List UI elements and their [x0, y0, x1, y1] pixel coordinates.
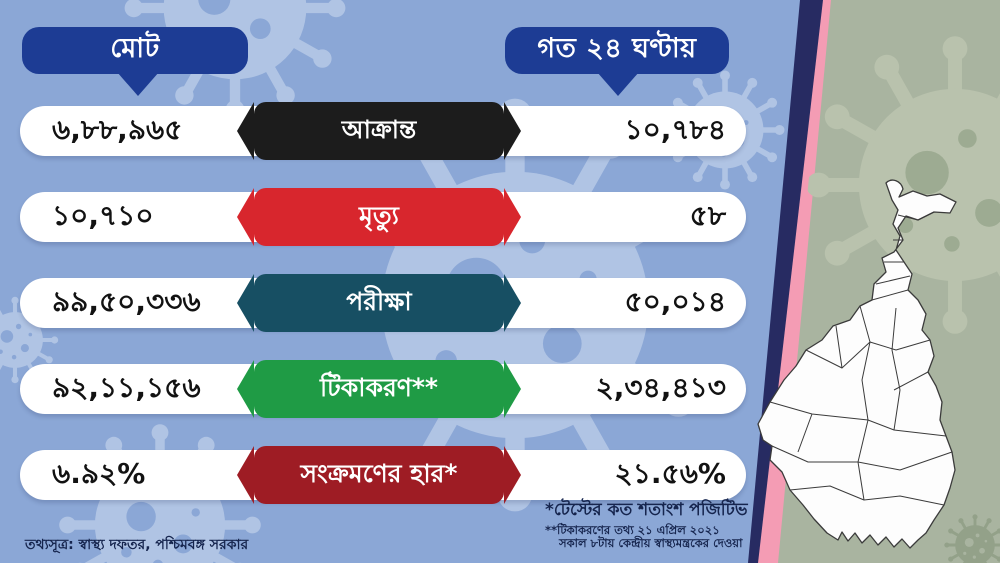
footnote-vaccine-date: **টিকাকরণের তথ্য ২১ এপ্রিল ২০২১ [545, 522, 720, 537]
header-pill-last24: গত ২৪ ঘণ্টায় [505, 27, 729, 96]
footnotes: *টেস্টের কত শতাংশ পজিটিভ **টিকাকরণের তথ্… [545, 500, 748, 550]
metric-label: টিকাকরণ** [319, 372, 439, 402]
stat-row-infected: ৬,৮৮,৯৬৫ ১০,৭৮৪ আক্রান্ত [0, 102, 1000, 160]
metric-ribbon: পরীক্ষা [237, 274, 521, 332]
total-value: ৬.৯২% [52, 456, 146, 490]
last24-value: ১০,৭৮৪ [624, 112, 726, 146]
stat-row-tests: ৯৯,৫০,৩৩৬ ৫০,০১৪ পরীক্ষা [0, 274, 1000, 332]
metric-label: সংক্রমণের হার* [300, 458, 458, 488]
stat-row-vaccination: ৯২,১১,১৫৬ ২,৩৪,৪১৩ টিকাকরণ** [0, 360, 1000, 418]
pill-tail [597, 72, 639, 96]
metric-ribbon: মৃত্যু [237, 188, 521, 246]
last24-value: ৫৮ [689, 198, 726, 232]
metric-label: পরীক্ষা [346, 286, 412, 316]
metric-ribbon: টিকাকরণ** [237, 360, 521, 418]
header-pill-total: মোট [22, 27, 248, 96]
last24-value: ২,৩৪,৪১৩ [595, 370, 726, 404]
total-value: ৯৯,৫০,৩৩৬ [52, 284, 201, 318]
metric-ribbon: সংক্রমণের হার* [237, 446, 521, 504]
west-bengal-map [757, 179, 957, 549]
stat-row-deaths: ১০,৭১০ ৫৮ মৃত্যু [0, 188, 1000, 246]
header-last24-label: গত ২৪ ঘণ্টায় [537, 33, 697, 64]
total-value: ৯২,১১,১৫৬ [52, 370, 201, 404]
metric-label: মৃত্যু [359, 200, 399, 230]
total-value: ৬,৮৮,৯৬৫ [52, 112, 183, 146]
total-value: ১০,৭১০ [52, 198, 154, 232]
data-source: তথ্যসূত্র: স্বাস্থ্য দফতর, পশ্চিমবঙ্গ সর… [25, 537, 249, 553]
stat-row-positivity: ৬.৯২% ২১.৫৬% সংক্রমণের হার* [0, 446, 1000, 504]
last24-value: ৫০,০১৪ [624, 284, 726, 318]
metric-ribbon: আক্রান্ত [237, 102, 521, 160]
footnote-positivity: *টেস্টের কত শতাংশ পজিটিভ [545, 500, 748, 520]
footnote-vaccine-source: সকাল ৮টায় কেন্দ্রীয় স্বাস্থ্যমন্ত্রকের… [559, 535, 743, 550]
metric-label: আক্রান্ত [341, 114, 417, 144]
header-total-label: মোট [110, 33, 160, 64]
pill-tail [117, 72, 159, 96]
last24-value: ২১.৫৬% [614, 456, 726, 490]
